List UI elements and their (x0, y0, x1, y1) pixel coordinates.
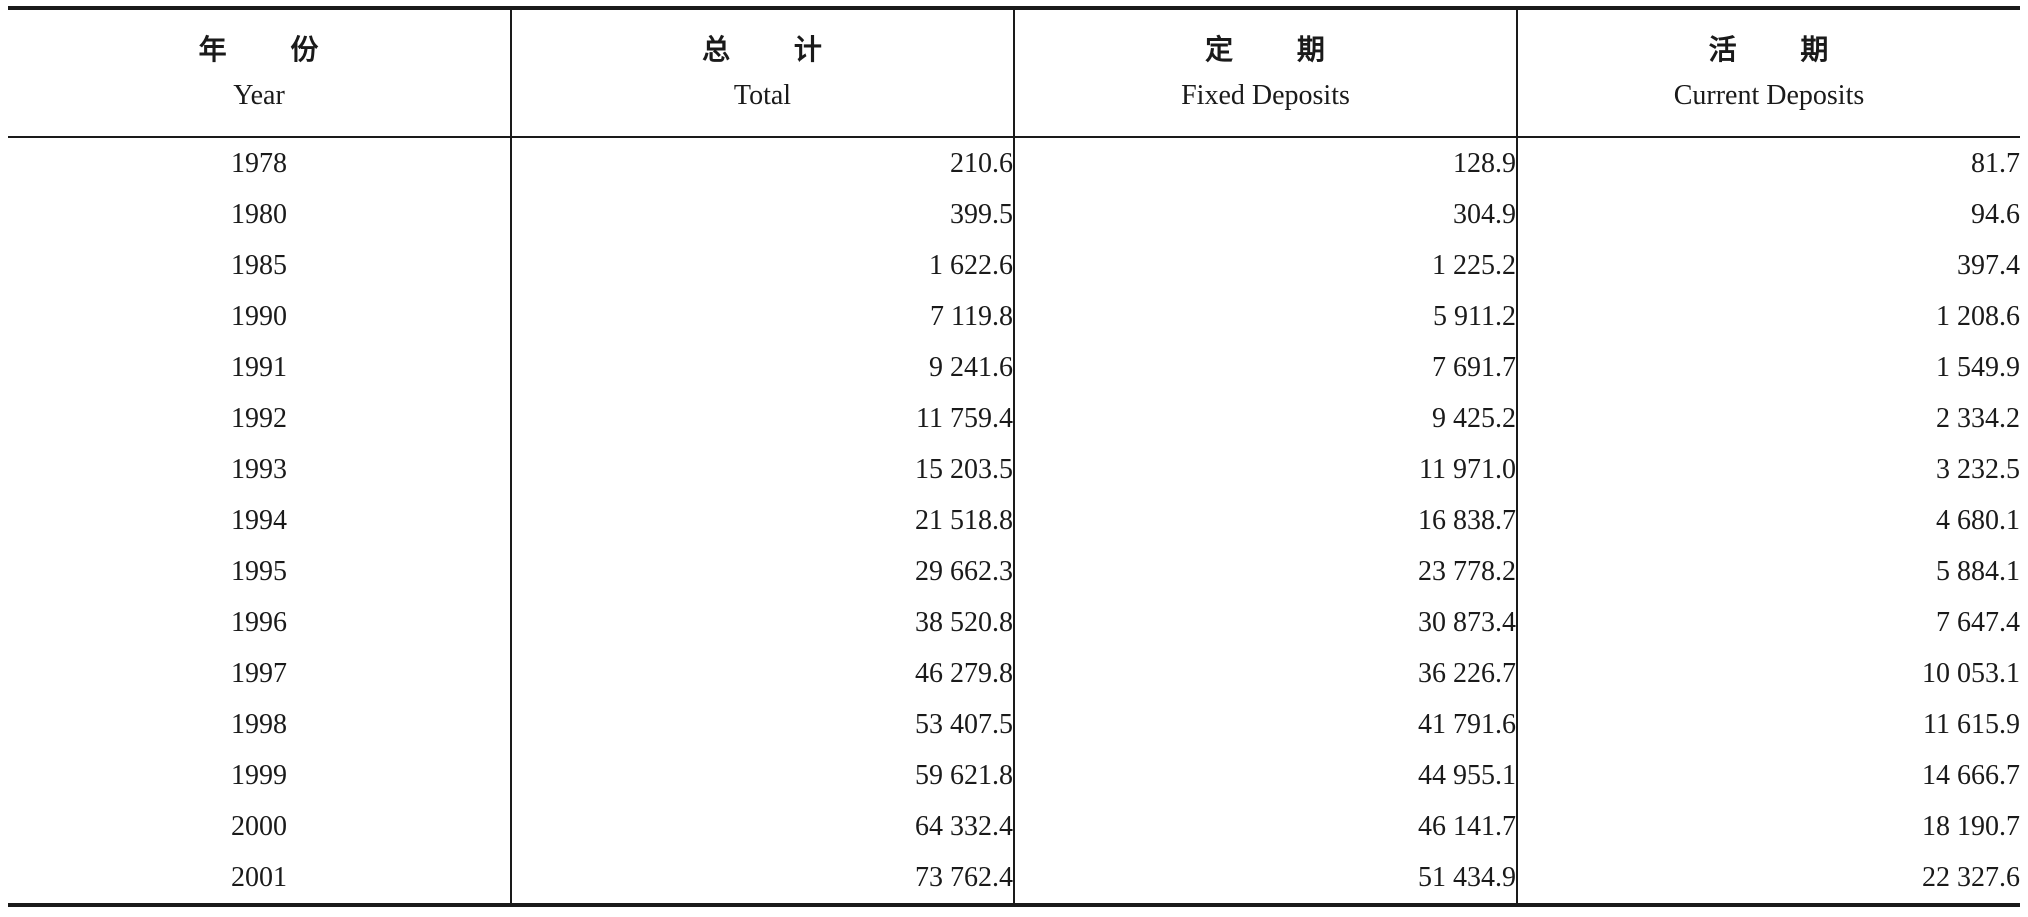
year-cell: 1995 (231, 555, 287, 587)
deposit-table: 年 份 Year 总 计 Total 定 期 Fixed Deposits 活 … (8, 6, 2020, 907)
fixed-deposits-cell: 16 838.7 (1013, 495, 1517, 546)
year-cell: 1991 (231, 351, 287, 383)
current-deposits-cell: 22 327.6 (1516, 852, 2020, 905)
current-deposits-cell: 1 208.6 (1516, 291, 2020, 342)
current-deposits-cell: 397.4 (1516, 240, 2020, 291)
table-row: 1995 29 662.3 23 778.2 5 884.1 (8, 546, 2020, 597)
table-row: 1997 46 279.8 36 226.7 10 053.1 (8, 648, 2020, 699)
fixed-deposits-cell: 30 873.4 (1013, 597, 1517, 648)
current-deposits-cell: 94.6 (1516, 189, 2020, 240)
header-year: 年 份 Year (8, 8, 511, 137)
year-cell: 1997 (231, 657, 287, 689)
table-row: 1994 21 518.8 16 838.7 4 680.1 (8, 495, 2020, 546)
total-cell: 1 622.6 (510, 240, 1014, 291)
fixed-deposits-cell: 44 955.1 (1013, 750, 1517, 801)
table-body: 1978 210.6 128.9 81.7 1980 399.5 304.9 94.6 1985… (8, 137, 2020, 905)
total-cell: 53 407.5 (510, 699, 1014, 750)
year-cell: 1985 (231, 249, 287, 281)
fixed-deposits-cell: 51 434.9 (1013, 852, 1517, 905)
total-cell: 38 520.8 (510, 597, 1014, 648)
fixed-deposits-cell: 7 691.7 (1013, 342, 1517, 393)
total-cell: 210.6 (510, 137, 1014, 189)
header-year-en: Year (233, 80, 285, 111)
header-total-zh: 总 计 (702, 33, 823, 66)
current-deposits-cell: 4 680.1 (1516, 495, 2020, 546)
table-row: 1978 210.6 128.9 81.7 (8, 137, 2020, 189)
total-cell: 9 241.6 (510, 342, 1014, 393)
fixed-deposits-cell: 128.9 (1013, 137, 1517, 189)
current-deposits-cell: 3 232.5 (1516, 444, 2020, 495)
year-cell: 1999 (231, 759, 287, 791)
table-row: 1985 1 622.6 1 225.2 397.4 (8, 240, 2020, 291)
table-row: 1990 7 119.8 5 911.2 1 208.6 (8, 291, 2020, 342)
year-cell: 1993 (231, 453, 287, 485)
year-cell: 1990 (231, 300, 287, 332)
header-fixed: 定 期 Fixed Deposits (1013, 8, 1517, 137)
header-row: 年 份 Year 总 计 Total 定 期 Fixed Deposits 活 … (8, 8, 2020, 137)
year-cell: 1980 (231, 198, 287, 230)
total-cell: 59 621.8 (510, 750, 1014, 801)
current-deposits-cell: 10 053.1 (1516, 648, 2020, 699)
header-total-en: Total (733, 80, 792, 111)
year-cell: 2000 (231, 810, 287, 842)
table-row: 1980 399.5 304.9 94.6 (8, 189, 2020, 240)
total-cell: 11 759.4 (510, 393, 1014, 444)
current-deposits-cell: 18 190.7 (1516, 801, 2020, 852)
year-cell: 1996 (231, 606, 287, 638)
total-cell: 21 518.8 (510, 495, 1014, 546)
year-cell: 2001 (231, 861, 287, 893)
header-current: 活 期 Current Deposits (1516, 8, 2020, 137)
table-row: 1992 11 759.4 9 425.2 2 334.2 (8, 393, 2020, 444)
total-cell: 399.5 (510, 189, 1014, 240)
total-cell: 29 662.3 (510, 546, 1014, 597)
table-row: 1991 9 241.6 7 691.7 1 549.9 (8, 342, 2020, 393)
header-current-zh: 活 期 (1708, 33, 1830, 66)
table-row: 1996 38 520.8 30 873.4 7 647.4 (8, 597, 2020, 648)
header-fixed-en: Fixed Deposits (1181, 80, 1350, 111)
total-cell: 46 279.8 (510, 648, 1014, 699)
current-deposits-cell: 7 647.4 (1516, 597, 2020, 648)
current-deposits-cell: 11 615.9 (1516, 699, 2020, 750)
total-cell: 64 332.4 (510, 801, 1014, 852)
current-deposits-cell: 5 884.1 (1516, 546, 2020, 597)
header-total: 总 计 Total (510, 8, 1014, 137)
fixed-deposits-cell: 11 971.0 (1013, 444, 1517, 495)
current-deposits-cell: 1 549.9 (1516, 342, 2020, 393)
table-row: 1993 15 203.5 11 971.0 3 232.5 (8, 444, 2020, 495)
header-fixed-zh: 定 期 (1205, 33, 1326, 66)
fixed-deposits-cell: 5 911.2 (1013, 291, 1517, 342)
table-header: 年 份 Year 总 计 Total 定 期 Fixed Deposits 活 … (8, 8, 2020, 137)
total-cell: 7 119.8 (510, 291, 1014, 342)
total-cell: 15 203.5 (510, 444, 1014, 495)
fixed-deposits-cell: 9 425.2 (1013, 393, 1517, 444)
fixed-deposits-cell: 1 225.2 (1013, 240, 1517, 291)
year-cell: 1978 (231, 147, 287, 179)
current-deposits-cell: 14 666.7 (1516, 750, 2020, 801)
fixed-deposits-cell: 41 791.6 (1013, 699, 1517, 750)
year-cell: 1994 (231, 504, 287, 536)
current-deposits-cell: 2 334.2 (1516, 393, 2020, 444)
fixed-deposits-cell: 23 778.2 (1013, 546, 1517, 597)
table-row: 1999 59 621.8 44 955.1 14 666.7 (8, 750, 2020, 801)
total-cell: 73 762.4 (510, 852, 1014, 905)
year-cell: 1998 (231, 708, 287, 740)
fixed-deposits-cell: 46 141.7 (1013, 801, 1517, 852)
fixed-deposits-cell: 36 226.7 (1013, 648, 1517, 699)
year-cell: 1992 (231, 402, 287, 434)
table-row: 1998 53 407.5 41 791.6 11 615.9 (8, 699, 2020, 750)
current-deposits-cell: 81.7 (1516, 137, 2020, 189)
header-year-zh: 年 份 (198, 33, 320, 66)
header-current-en: Current Deposits (1673, 80, 1865, 111)
table-row: 2001 73 762.4 51 434.9 22 327.6 (8, 852, 2020, 905)
table-row: 2000 64 332.4 46 141.7 18 190.7 (8, 801, 2020, 852)
fixed-deposits-cell: 304.9 (1013, 189, 1517, 240)
